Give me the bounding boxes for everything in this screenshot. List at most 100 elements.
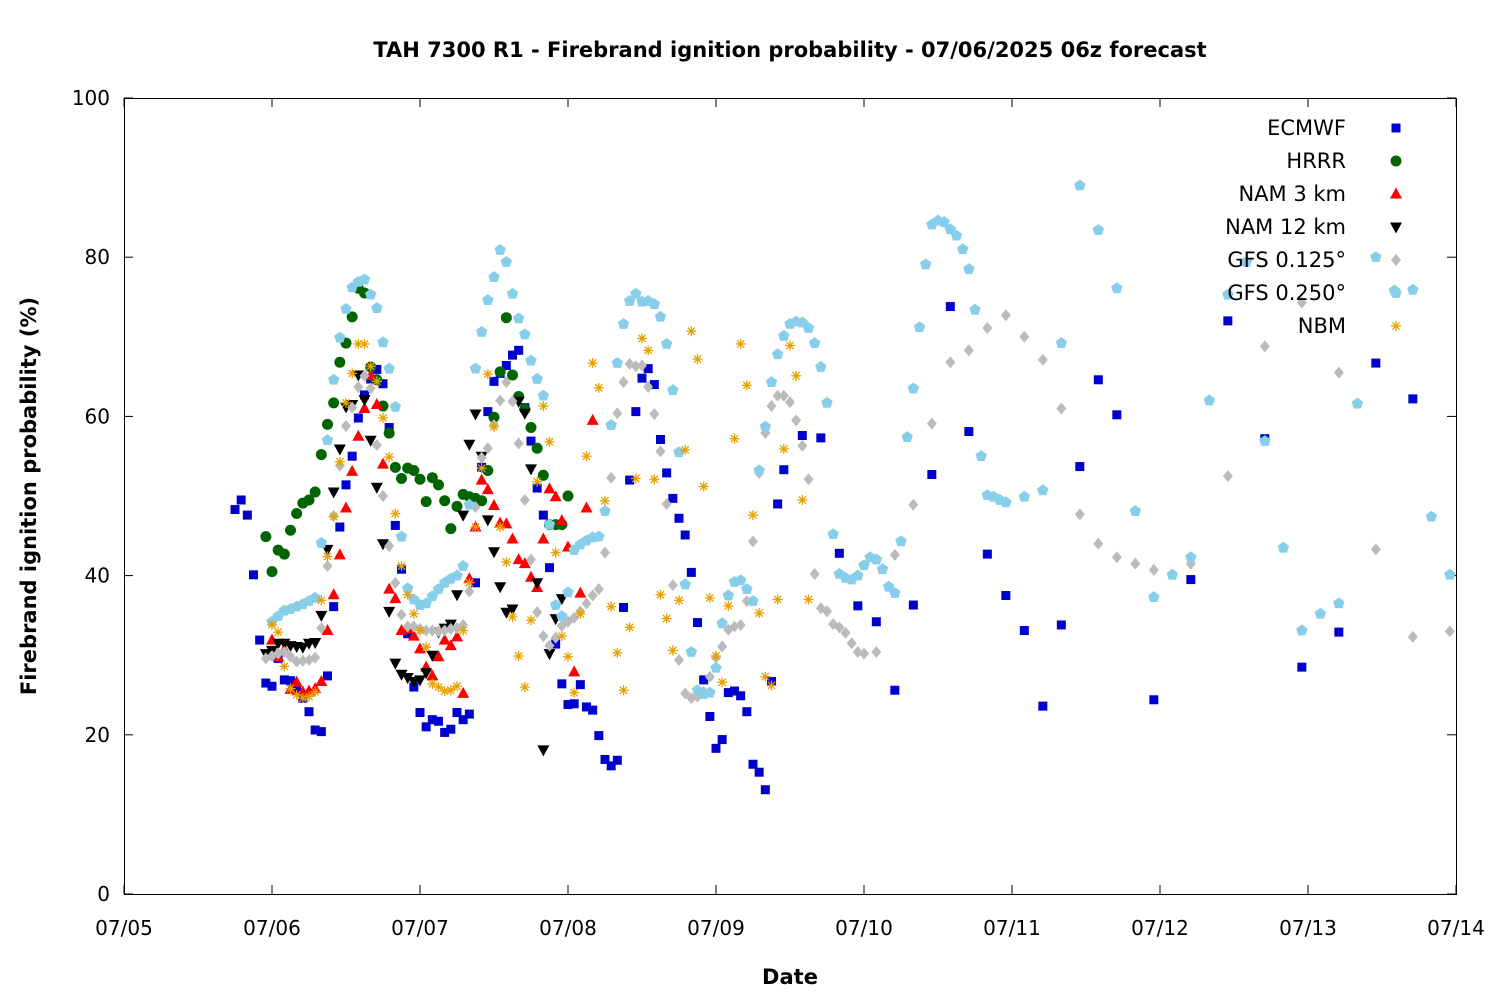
data-point [945,302,955,312]
data-point [323,671,332,681]
data-point [384,451,395,462]
data-point [518,408,531,420]
data-point [1186,575,1196,585]
data-point [778,389,789,402]
data-point [377,539,389,551]
data-point [512,312,525,324]
data-point [1222,288,1234,300]
data-point [617,318,630,329]
data-point [927,470,937,480]
data-point [649,474,660,485]
data-point [754,608,765,619]
data-point [390,508,401,519]
data-point [580,501,593,513]
data-point [1407,630,1418,643]
data-point [759,420,772,432]
data-point [519,328,531,340]
data-point [734,574,747,586]
data-point [544,639,555,652]
data-point [531,578,544,590]
data-point [322,418,333,430]
data-point [395,669,408,681]
data-point [853,601,863,611]
data-point [329,602,339,612]
data-point [315,536,328,548]
data-point [791,414,802,427]
data-point [803,594,814,605]
data-point [470,522,481,533]
data-point [816,433,826,443]
data-point [711,650,721,661]
data-point [370,397,383,409]
data-point [310,651,321,664]
data-point [1297,662,1307,672]
data-point [309,637,322,649]
data-point [729,433,740,444]
data-point [458,625,469,636]
data-point [526,615,536,626]
data-point [507,395,518,408]
data-point [445,622,456,635]
data-point [599,505,611,516]
data-point [390,520,400,530]
data-point [358,401,371,413]
data-point [834,621,845,634]
data-point [624,622,635,633]
data-point [1130,557,1141,570]
data-point [803,473,814,486]
x-tick-label: 07/06 [243,916,301,940]
data-point [870,553,883,565]
data-point [1222,470,1233,483]
data-point [876,563,889,575]
data-point [316,622,327,635]
data-point [723,688,733,698]
data-point [1314,607,1327,619]
data-point [631,407,641,417]
data-point [827,528,839,540]
data-point [347,401,358,414]
data-point [360,390,369,400]
data-point [389,400,402,412]
data-point [742,707,752,717]
data-point [353,380,364,393]
data-point [685,646,698,657]
data-point [488,411,500,423]
data-point [821,396,833,408]
data-point [463,439,476,451]
data-point [785,396,795,409]
data-point [401,672,414,684]
data-point [1444,625,1455,638]
data-point [488,547,500,559]
data-point [531,372,543,384]
data-point [1148,564,1159,577]
data-point [549,490,562,502]
data-point [969,303,981,315]
data-point [384,423,394,433]
data-point [438,633,451,645]
data-point [285,683,296,694]
data-point [538,401,549,412]
data-point [322,560,333,573]
data-point [747,595,759,606]
data-point [500,607,513,619]
data-point [1425,510,1438,522]
data-point [871,617,881,627]
data-point [871,646,882,659]
data-point [1351,397,1364,409]
data-point [402,620,413,633]
data-point [1371,358,1381,368]
data-point [1074,508,1085,521]
data-point [1149,695,1159,705]
data-point [543,482,556,494]
data-point [421,642,432,653]
legend-entry-label: ECMWF [1267,116,1346,140]
data-point [693,618,702,628]
data-point [1333,597,1345,609]
data-point [451,590,463,602]
data-point [328,397,340,409]
data-point [506,532,519,544]
data-point [297,693,308,704]
data-point [508,350,517,360]
data-point [568,665,581,677]
